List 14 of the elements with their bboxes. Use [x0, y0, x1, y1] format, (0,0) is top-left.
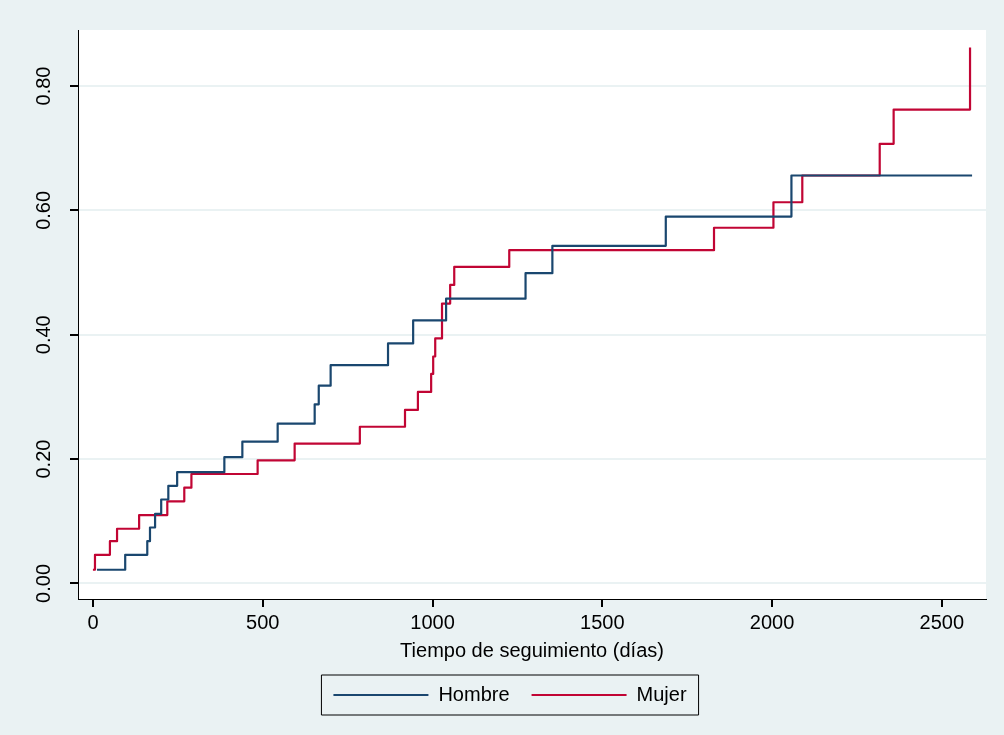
y-tick-label: 0.80: [32, 66, 55, 106]
x-tick-label: 2000: [749, 610, 795, 633]
x-tick-label: 500: [246, 610, 280, 633]
x-tick-label: 2500: [919, 610, 965, 633]
y-tick-label: 0.00: [32, 563, 55, 603]
y-tick-label: 0.60: [32, 190, 55, 230]
x-axis-title: Tiempo de seguimiento (días): [400, 638, 664, 661]
y-tick-label: 0.20: [32, 439, 55, 479]
legend-label: Hombre: [438, 682, 510, 705]
x-tick-label: 0: [87, 610, 99, 633]
legend-label: Mujer: [636, 682, 687, 705]
x-tick-label: 1000: [410, 610, 455, 633]
y-tick-label: 0.40: [32, 315, 55, 355]
x-tick-label: 1500: [580, 610, 625, 633]
